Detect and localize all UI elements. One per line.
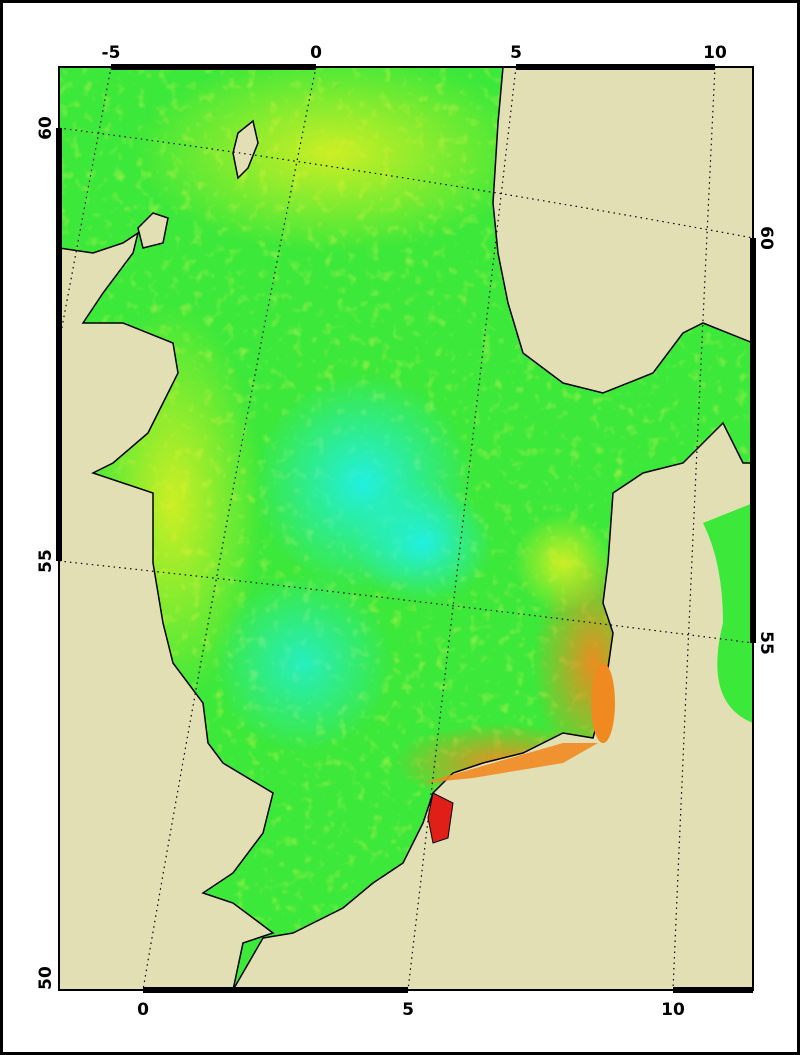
north-sea-map: -5 0 5 10 0 5 10 60 55 50 60 55	[36, 43, 776, 1020]
top-lon-label: 10	[703, 43, 727, 63]
orkney	[137, 212, 169, 249]
top-lon-label: 0	[310, 43, 322, 63]
top-lon-label: 5	[510, 43, 522, 63]
graticule	[59, 67, 753, 990]
right-lat-label: 60	[756, 226, 776, 250]
left-lat-label: 50	[36, 966, 56, 990]
top-lon-label: -5	[102, 43, 121, 63]
bottom-lon-label: 10	[661, 1000, 685, 1020]
land	[59, 67, 753, 990]
bottom-lon-label: 0	[137, 1000, 149, 1020]
left-lat-label: 55	[36, 549, 56, 573]
ijsselmeer	[427, 792, 454, 844]
left-lat-label: 60	[36, 116, 56, 140]
bottom-lon-label: 5	[402, 1000, 414, 1020]
shetland	[232, 119, 259, 180]
frame-ticks	[56, 64, 756, 993]
great-britain	[59, 231, 275, 990]
norway	[492, 67, 753, 394]
right-lat-label: 55	[756, 631, 776, 655]
